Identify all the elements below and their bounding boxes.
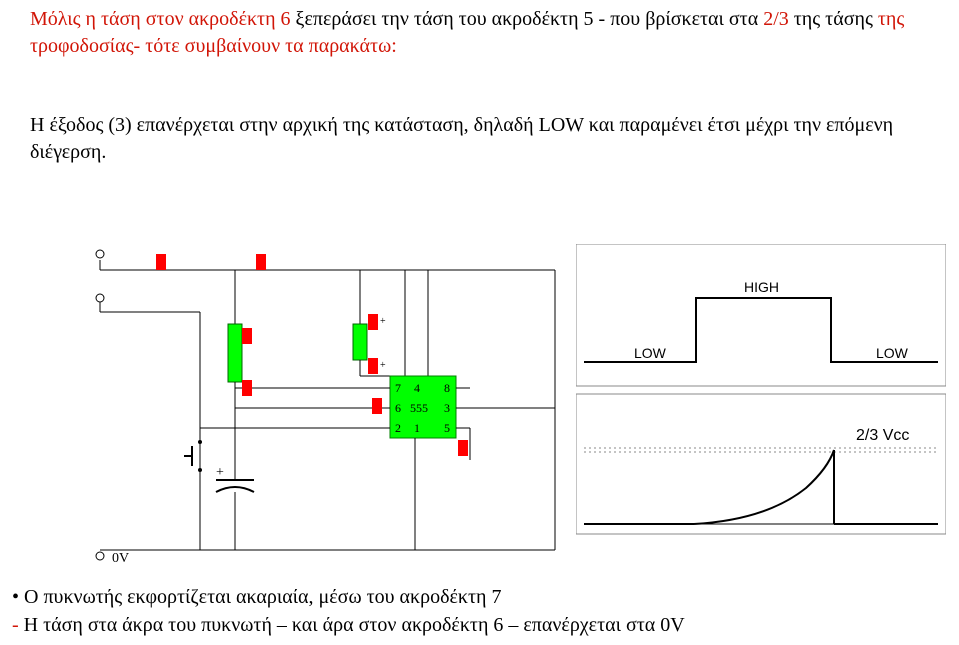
p1-seg2: ξεπεράσει την τάση του ακροδέκτη 5 - που… [296,8,759,30]
svg-text:2/3 Vcc: 2/3 Vcc [856,427,909,444]
bullet-2: - Η τάση στα άκρα του πυκνωτή – και άρα … [12,614,685,637]
b2-text: Η τάση στα άκρα του πυκνωτή – και άρα στ… [24,614,685,636]
svg-text:3: 3 [444,401,450,415]
svg-text:2: 2 [395,421,401,435]
svg-text:+: + [380,316,386,327]
svg-text:0V: 0V [112,551,129,566]
circuit-diagram: + 7 6 2 4 8 555 3 1 5 0V [60,240,580,570]
b1-text: Ο πυκνωτής εκφορτίζεται ακαριαία, μέσω τ… [24,586,501,608]
svg-text:LOW: LOW [876,345,909,361]
b2-dash: - [12,614,19,636]
svg-text:4: 4 [414,381,420,395]
p1-seg4: της τάσης [794,8,873,30]
p2-seg1: Η έξοδος (3) επανέρχεται στην αρχική της… [30,114,893,163]
svg-text:LOW: LOW [634,345,667,361]
paragraph-2: Η έξοδος (3) επανέρχεται στην αρχική της… [30,112,930,166]
svg-text:1: 1 [414,421,420,435]
svg-text:7: 7 [395,381,401,395]
svg-text:8: 8 [444,381,450,395]
svg-text:+: + [380,360,386,371]
svg-text:HIGH: HIGH [744,279,779,295]
svg-text:5: 5 [444,421,450,435]
svg-text:+: + [216,465,224,480]
svg-text:6: 6 [395,401,401,415]
bullet-1: • Ο πυκνωτής εκφορτίζεται ακαριαία, μέσω… [12,586,501,609]
p1-seg1: Μόλις η τάση στον ακροδέκτη 6 [30,8,291,30]
paragraph-1: Μόλις η τάση στον ακροδέκτη 6 ξεπεράσει … [30,6,930,60]
p1-seg3: 2/3 [763,8,789,30]
svg-text:555: 555 [410,401,428,415]
waveform-panel: LOW HIGH LOW 2/3 Vcc [576,244,946,544]
